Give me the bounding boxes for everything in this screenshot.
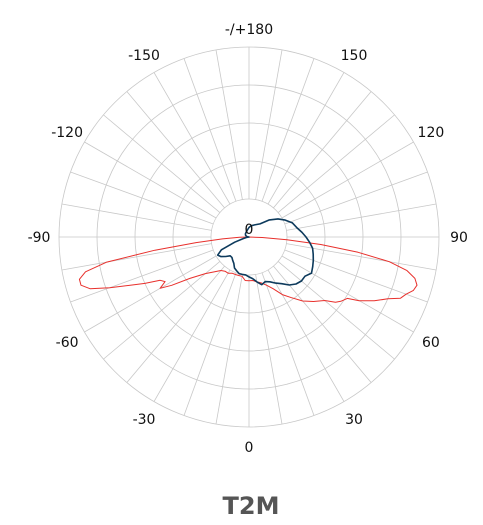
grid-spoke bbox=[284, 171, 428, 225]
grid-spoke bbox=[153, 269, 231, 402]
angle-label: -60 bbox=[56, 335, 79, 351]
series-group bbox=[78, 218, 418, 303]
grid-spoke bbox=[261, 272, 315, 416]
chart-title: T2M bbox=[223, 492, 280, 520]
grid-spoke bbox=[215, 49, 243, 200]
grid-spoke bbox=[273, 265, 372, 383]
angle-label: 0 bbox=[245, 440, 254, 456]
grid-spoke bbox=[153, 72, 231, 205]
grid-spoke bbox=[103, 261, 221, 360]
grid-spoke bbox=[273, 91, 372, 209]
angle-label: 120 bbox=[418, 125, 445, 141]
angle-label: -150 bbox=[128, 48, 160, 64]
angle-label: -120 bbox=[51, 125, 83, 141]
angle-labels: 0 30 60 90 120 150 -/+180 -150 -120 -90 -60 -30 bbox=[28, 22, 468, 456]
series-line-1 bbox=[78, 236, 418, 303]
series-line-2 bbox=[216, 218, 315, 286]
grid-spoke bbox=[286, 203, 437, 231]
grid-spoke bbox=[281, 255, 414, 333]
grid-spoke bbox=[277, 261, 395, 360]
grid-spoke bbox=[284, 249, 428, 303]
angle-label: 150 bbox=[341, 48, 368, 64]
grid-spoke bbox=[281, 141, 414, 219]
grid-spoke bbox=[70, 171, 214, 225]
angle-label: 90 bbox=[450, 230, 468, 246]
grid-spoke bbox=[84, 141, 217, 219]
grid-spoke bbox=[103, 114, 221, 213]
grid-spoke bbox=[183, 58, 237, 202]
angle-label: -90 bbox=[28, 230, 51, 246]
grid-spoke bbox=[126, 91, 225, 209]
grid-spoke bbox=[286, 243, 437, 271]
grid-spoke bbox=[126, 265, 225, 383]
grid-spoke bbox=[61, 203, 212, 231]
grid-spoke bbox=[277, 114, 395, 213]
polar-grid bbox=[58, 46, 440, 428]
grid-spoke bbox=[61, 243, 212, 271]
center-label: 0 bbox=[245, 222, 254, 238]
angle-label: -/+180 bbox=[225, 22, 273, 38]
angle-label: 30 bbox=[345, 412, 363, 428]
grid-spoke bbox=[183, 272, 237, 416]
grid-spoke bbox=[70, 249, 214, 303]
grid-spoke bbox=[255, 49, 283, 200]
grid-spoke bbox=[267, 72, 345, 205]
grid-spoke bbox=[261, 58, 315, 202]
grid-spoke bbox=[267, 269, 345, 402]
angle-label: 60 bbox=[422, 335, 440, 351]
grid-spoke bbox=[255, 274, 283, 425]
grid-spoke bbox=[84, 255, 217, 333]
grid-spoke bbox=[215, 274, 243, 425]
angle-label: -30 bbox=[133, 412, 156, 428]
